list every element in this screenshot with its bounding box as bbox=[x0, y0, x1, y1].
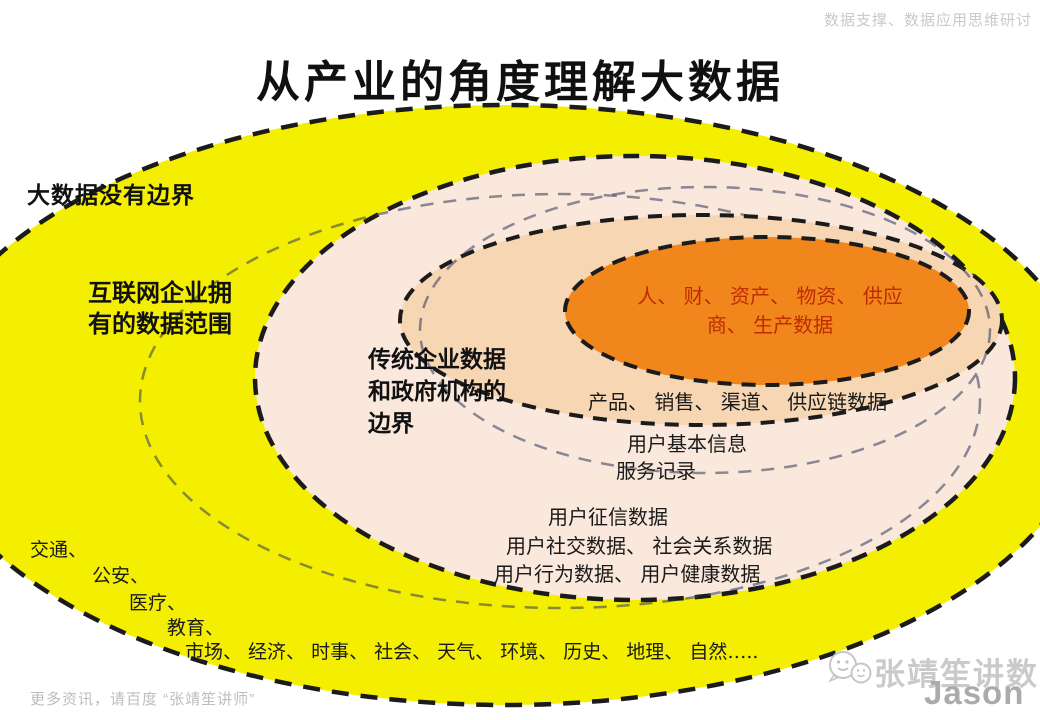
label-traditional-gov-boundary: 传统企业数据 和政府机构的 边界 bbox=[368, 343, 506, 439]
label-internet-line1: 互联网企业拥 bbox=[88, 280, 232, 307]
page-title: 从产业的角度理解大数据 bbox=[256, 57, 784, 108]
label-external-row: 市场、 经济、 时事、 社会、 天气、 环境、 历史、 地理、 自然….. bbox=[185, 641, 759, 663]
label-internet-line2: 有的数据范围 bbox=[88, 311, 232, 338]
label-core-operations-data: 人、 财、 资产、 物资、 供应 商、 生产数据 bbox=[575, 282, 965, 340]
watermark-signature: Jason bbox=[924, 674, 1025, 711]
label-products-sales-channel-supplychain: 产品、 销售、 渠道、 供应链数据 bbox=[588, 390, 888, 414]
label-traditional-line1: 传统企业数据 bbox=[368, 346, 506, 372]
label-user-basic-info: 用户基本信息 bbox=[627, 432, 747, 456]
ellipse-gray-dashed-inner bbox=[418, 185, 992, 475]
ellipse-gray-dashed-outer bbox=[138, 192, 982, 610]
core-line2: 商、 生产数据 bbox=[706, 313, 834, 337]
label-external-traffic: 交通、 bbox=[30, 539, 88, 561]
label-user-social-data: 用户社交数据、 社会关系数据 bbox=[506, 534, 773, 558]
watermark-brand: 张靖笙讲数 bbox=[874, 657, 1039, 692]
label-external-education: 教育、 bbox=[167, 617, 225, 639]
label-user-behavior-health-data: 用户行为数据、 用户健康数据 bbox=[494, 562, 761, 586]
label-user-credit-data: 用户征信数据 bbox=[548, 505, 668, 529]
label-traditional-line2: 和政府机构的 bbox=[368, 378, 506, 404]
label-big-data-no-boundary: 大数据没有边界 bbox=[27, 182, 195, 208]
label-internet-company-data-range: 互联网企业拥 有的数据范围 bbox=[88, 278, 232, 340]
core-line1: 人、 财、 资产、 物资、 供应 bbox=[637, 284, 903, 308]
footer-note: 更多资讯，请百度 “张靖笙讲师” bbox=[30, 691, 256, 708]
label-traditional-line3: 边界 bbox=[368, 410, 414, 436]
header-note: 数据支撑、数据应用思维研讨 bbox=[823, 12, 1032, 29]
label-service-records: 服务记录 bbox=[616, 459, 696, 483]
label-external-medical: 医疗、 bbox=[129, 592, 187, 614]
ellipse-core-operations-data bbox=[563, 235, 971, 387]
label-external-police: 公安、 bbox=[92, 565, 150, 587]
